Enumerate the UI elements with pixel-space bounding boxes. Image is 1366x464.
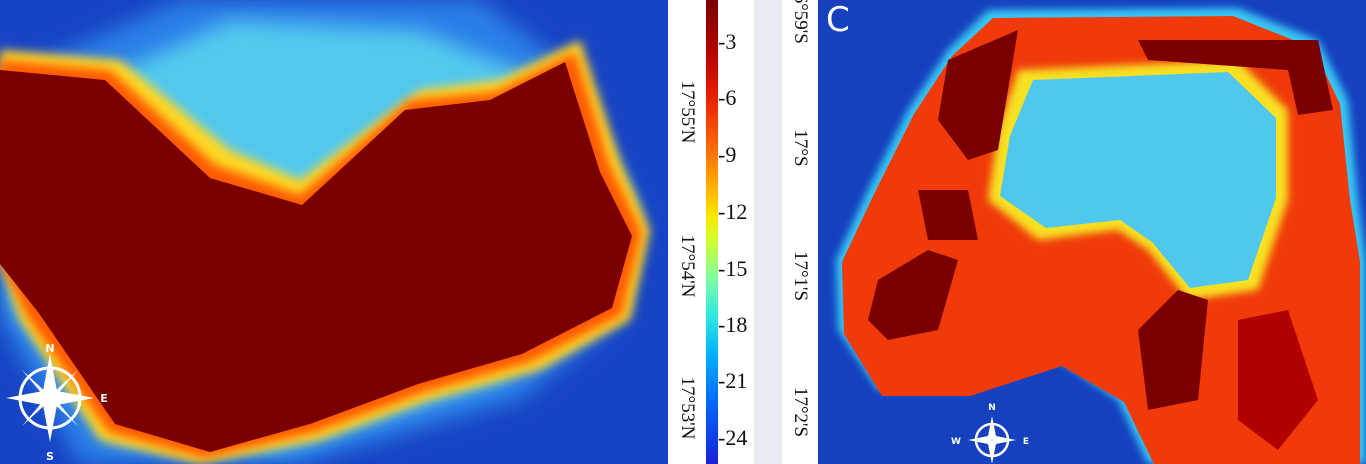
legend-tick: -15 — [718, 256, 748, 281]
legend-tick: -6 — [718, 85, 737, 110]
compass-n-label: N — [988, 403, 996, 413]
latitude-label: 17°55'N — [677, 80, 698, 144]
latitude-label: 17°53'N — [677, 376, 698, 440]
right-bathymetry-map: N W E — [818, 0, 1366, 464]
legend-tick: -9 — [718, 142, 737, 167]
left-bathymetry-map: N E S — [0, 0, 668, 464]
compass-n-label: N — [45, 342, 54, 355]
legend-tick: -18 — [718, 312, 748, 337]
legend-tick: -24 — [718, 425, 748, 450]
right-bathymetry-render — [818, 0, 1366, 464]
legend-tick: -21 — [718, 368, 748, 393]
legend-tick: -12 — [718, 199, 748, 224]
legend-tick: -3 — [718, 29, 737, 54]
latitude-label: 17°54'N — [677, 234, 698, 298]
latitude-label: 17°2'S — [790, 386, 811, 438]
compass-s-label: S — [46, 450, 54, 463]
latitude-label: 17°S — [790, 129, 811, 167]
right-latitude-axis: 16°59'S 17°S 17°1'S 17°2'S — [782, 0, 818, 464]
compass-w-label: W — [951, 437, 961, 447]
left-latitude-axis: 17°55'N 17°54'N 17°53'N — [668, 0, 706, 464]
latitude-label: 17°1'S — [790, 250, 811, 302]
compass-e-label: E — [1023, 437, 1029, 447]
depth-legend: -3 -6 -9 -12 -15 -18 -21 -24 — [706, 0, 788, 464]
compass-rose-icon: N W E — [951, 403, 1029, 464]
compass-rose-icon: N E S — [6, 342, 108, 463]
depth-colorbar — [706, 0, 718, 464]
latitude-label: 16°59'S — [790, 0, 811, 44]
panel-letter: C — [826, 0, 850, 40]
compass-e-label: E — [100, 392, 108, 405]
left-bathymetry-render — [0, 0, 668, 464]
